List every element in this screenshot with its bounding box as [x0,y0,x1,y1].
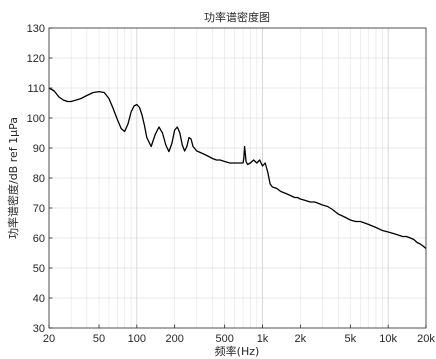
y-tick-label: 100 [27,113,45,125]
y-tick-label: 30 [33,323,45,335]
y-tick-label: 80 [33,173,45,185]
x-tick-label: 20k [417,333,435,345]
x-tick-labels: 20 50 100 200 500 1k 2k 5k 10k 20k [43,333,435,345]
y-tick-label: 70 [33,203,45,215]
y-tick-label: 130 [27,23,45,35]
grid-lines [49,28,426,328]
x-tick-label: 2k [295,333,307,345]
x-tick-label: 100 [128,333,146,345]
y-axis-title: 功率谱密度/dB ref 1μPa [6,117,20,239]
x-tick-label: 50 [93,333,105,345]
x-tick-label: 10k [379,333,397,345]
chart-title: 功率谱密度图 [204,10,270,24]
y-tick-label: 90 [33,143,45,155]
x-tick-label: 1k [257,333,269,345]
y-tick-label: 50 [33,263,45,275]
series-line [48,87,427,249]
x-tick-label: 200 [165,333,183,345]
y-tick-label: 110 [27,83,45,95]
x-axis-title: 频率(Hz) [215,344,260,358]
y-tick-label: 120 [27,53,45,65]
x-tick-label: 5k [345,333,357,345]
x-tick-label: 20 [43,333,55,345]
y-tick-labels: 30 40 50 60 70 80 90 100 110 120 130 [27,23,45,335]
series-layer [48,87,427,249]
tick-marks [48,27,427,329]
x-tick-label: 500 [215,333,233,345]
y-tick-label: 40 [33,293,45,305]
y-tick-label: 60 [33,233,45,245]
